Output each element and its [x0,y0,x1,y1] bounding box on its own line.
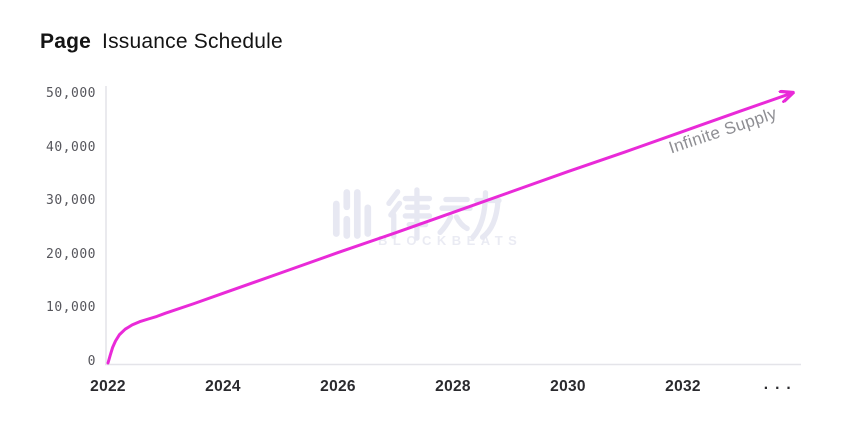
chart-title: Page Issuance Schedule [40,30,283,54]
x-axis-overflow-ellipsis: ... [763,376,798,393]
chart-title-suffix: Issuance Schedule [102,30,283,53]
watermark-row [332,186,502,242]
x-tick-label: 2022 [90,378,126,395]
y-tick-label: 20,000 [46,246,96,262]
y-tick-label: 40,000 [46,139,96,155]
watermark-brand-text: BLOCKBEATS [378,233,523,248]
y-tick-label: 10,000 [46,300,96,316]
y-tick-label: 30,000 [46,193,96,209]
x-tick-label: 2024 [205,378,241,395]
y-tick-label: 0 [87,354,96,369]
chart-title-token-name: Page [40,30,91,53]
blockbeats-logo-icon [332,189,372,239]
watermark-cjk-text-icon [386,187,502,241]
x-tick-label: 2026 [320,378,356,395]
x-tick-label: 2028 [435,378,471,395]
x-tick-label: 2030 [550,378,586,395]
supply-line-series [106,93,792,365]
x-tick-label: 2032 [665,378,701,395]
y-tick-label: 50,000 [46,86,96,101]
watermark: BLOCKBEATS [332,186,517,248]
